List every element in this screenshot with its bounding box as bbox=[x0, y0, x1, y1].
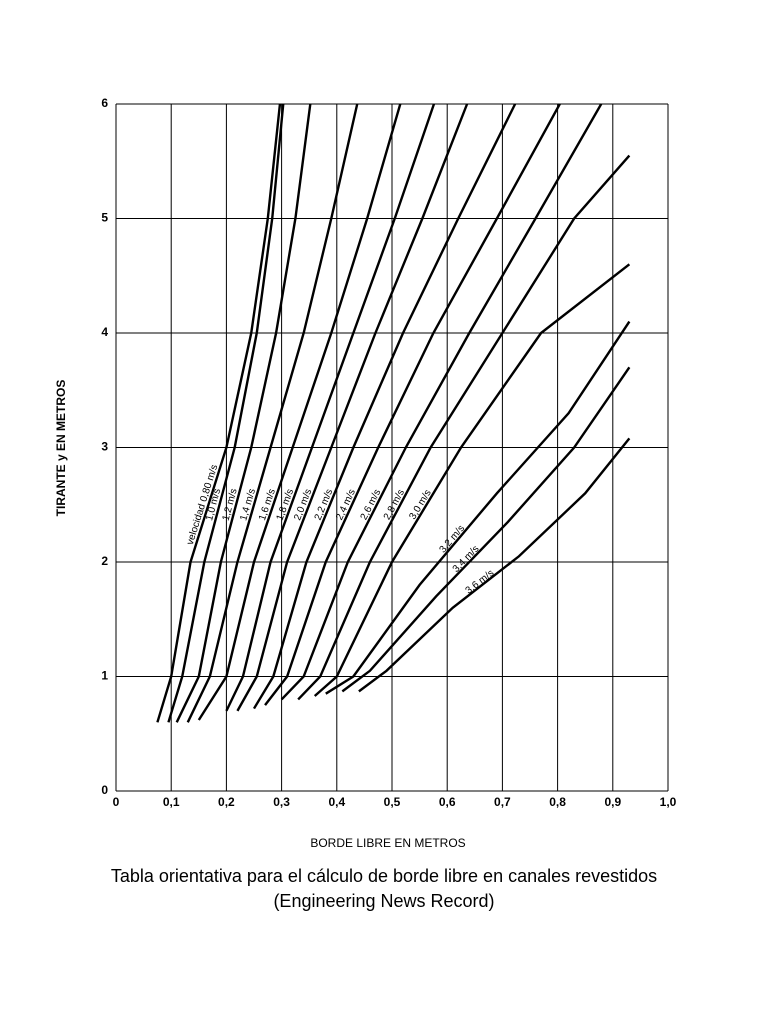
curve bbox=[358, 437, 631, 693]
x-tick-label: 0,4 bbox=[328, 795, 345, 809]
curve-label: 2,2 m/s bbox=[313, 488, 336, 523]
curve bbox=[197, 103, 402, 721]
x-tick-label: 0 bbox=[113, 795, 120, 809]
curve-label: 2,6 m/s bbox=[359, 488, 384, 522]
caption-source: (Engineering News Record) bbox=[273, 891, 494, 911]
curve bbox=[225, 103, 436, 712]
curve bbox=[167, 103, 285, 723]
x-tick-label: 0,6 bbox=[439, 795, 456, 809]
y-tick-label: 2 bbox=[101, 554, 108, 568]
caption: Tabla orientativa para el cálculo de bor… bbox=[111, 866, 657, 886]
y-tick-label: 0 bbox=[101, 783, 108, 797]
x-tick-label: 0,7 bbox=[494, 795, 511, 809]
y-tick-label: 3 bbox=[101, 440, 108, 454]
curve bbox=[186, 103, 359, 723]
x-tick-label: 0,3 bbox=[273, 795, 290, 809]
y-tick-label: 5 bbox=[101, 211, 108, 225]
curve-label: 3,6 m/s bbox=[464, 568, 497, 597]
x-tick-label: 0,5 bbox=[384, 795, 401, 809]
x-tick-label: 0,9 bbox=[604, 795, 621, 809]
x-axis-label: BORDE LIBRE EN METROS bbox=[310, 836, 465, 850]
y-tick-label: 6 bbox=[101, 96, 108, 110]
curve bbox=[175, 103, 312, 723]
x-tick-label: 0,1 bbox=[163, 795, 180, 809]
curve bbox=[156, 103, 282, 723]
x-tick-label: 0,2 bbox=[218, 795, 235, 809]
curve-label: 2,4 m/s bbox=[334, 488, 358, 522]
curve bbox=[252, 103, 517, 710]
y-tick-label: 4 bbox=[101, 325, 108, 339]
curve-label: 3,4 m/s bbox=[451, 544, 482, 575]
curve bbox=[264, 103, 561, 706]
curve-label: 3,2 m/s bbox=[438, 523, 468, 555]
curve bbox=[341, 366, 631, 693]
curve bbox=[236, 103, 469, 712]
x-tick-label: 1,0 bbox=[660, 795, 677, 809]
y-axis-label: TIRANTE y EN METROS bbox=[54, 380, 68, 517]
curve bbox=[313, 263, 631, 697]
y-tick-label: 1 bbox=[101, 669, 108, 683]
x-tick-label: 0,8 bbox=[549, 795, 566, 809]
curve bbox=[325, 320, 631, 695]
curve bbox=[297, 154, 631, 701]
curve bbox=[280, 103, 603, 701]
